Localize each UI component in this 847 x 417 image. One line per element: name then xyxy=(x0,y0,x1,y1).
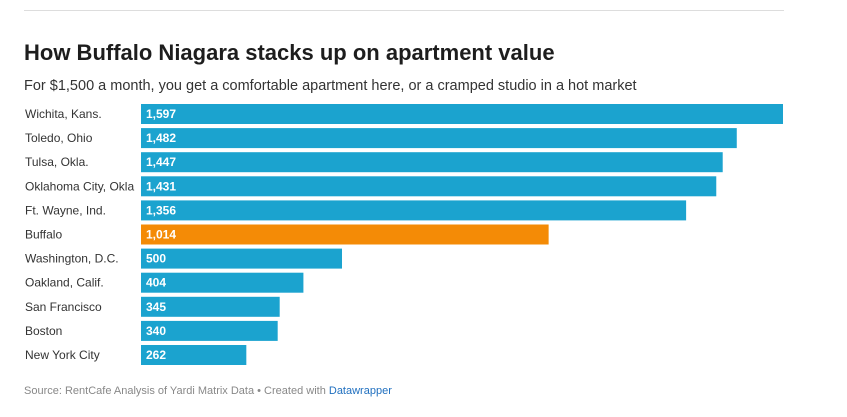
bar-washington-d-c xyxy=(141,248,343,269)
bar-toledo-ohio xyxy=(141,128,737,149)
category-label-oakland-calif: Oakland, Calif. xyxy=(25,276,104,290)
category-label-toledo-ohio: Toledo, Ohio xyxy=(25,131,93,145)
chart-subtitle: For $1,500 a month, you get a comfortabl… xyxy=(24,78,637,94)
bar-buffalo xyxy=(141,224,549,245)
chart-title: How Buffalo Niagara stacks up on apartme… xyxy=(24,40,555,65)
value-label-san-francisco: 345 xyxy=(146,300,166,314)
chart-footer: Source: RentCafe Analysis of Yardi Matri… xyxy=(24,385,392,397)
value-label-oakland-calif: 404 xyxy=(146,276,166,290)
bar-boston xyxy=(141,320,278,341)
value-label-ft-wayne-ind: 1,356 xyxy=(146,203,176,217)
value-label-boston: 340 xyxy=(146,324,166,338)
bar-san-francisco xyxy=(141,296,280,317)
category-label-tulsa-okla: Tulsa, Okla. xyxy=(25,155,89,169)
value-label-wichita-kans: 1,597 xyxy=(146,107,176,121)
bar-tulsa-okla xyxy=(141,152,723,173)
bar-new-york-city xyxy=(141,345,247,365)
category-label-new-york-city: New York City xyxy=(25,348,100,362)
value-label-tulsa-okla: 1,447 xyxy=(146,155,176,169)
value-label-buffalo: 1,014 xyxy=(146,228,176,242)
category-label-wichita-kans: Wichita, Kans. xyxy=(25,107,102,121)
bar-wichita-kans xyxy=(141,104,783,124)
category-label-ft-wayne-ind: Ft. Wayne, Ind. xyxy=(25,203,106,217)
value-label-oklahoma-city-okla: 1,431 xyxy=(146,179,176,193)
datawrapper-link[interactable]: Datawrapper xyxy=(328,385,392,397)
value-label-new-york-city: 262 xyxy=(146,348,166,362)
value-label-washington-d-c: 500 xyxy=(146,252,166,266)
category-label-san-francisco: San Francisco xyxy=(25,300,102,314)
value-label-toledo-ohio: 1,482 xyxy=(146,131,176,145)
category-label-boston: Boston xyxy=(25,324,62,338)
footer-separator: • Created with xyxy=(254,385,329,397)
category-label-oklahoma-city-okla: Oklahoma City, Okla xyxy=(25,179,134,193)
top-rule xyxy=(24,10,784,11)
category-label-washington-d-c: Washington, D.C. xyxy=(25,252,119,266)
bar-ft-wayne-ind xyxy=(141,200,687,221)
category-label-buffalo: Buffalo xyxy=(25,228,62,242)
bar-oklahoma-city-okla xyxy=(141,176,717,197)
bar-oakland-calif xyxy=(141,272,304,293)
source-note: Source: RentCafe Analysis of Yardi Matri… xyxy=(24,385,255,397)
